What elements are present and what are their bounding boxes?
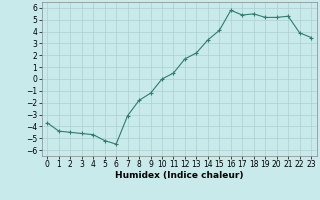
X-axis label: Humidex (Indice chaleur): Humidex (Indice chaleur) bbox=[115, 171, 244, 180]
